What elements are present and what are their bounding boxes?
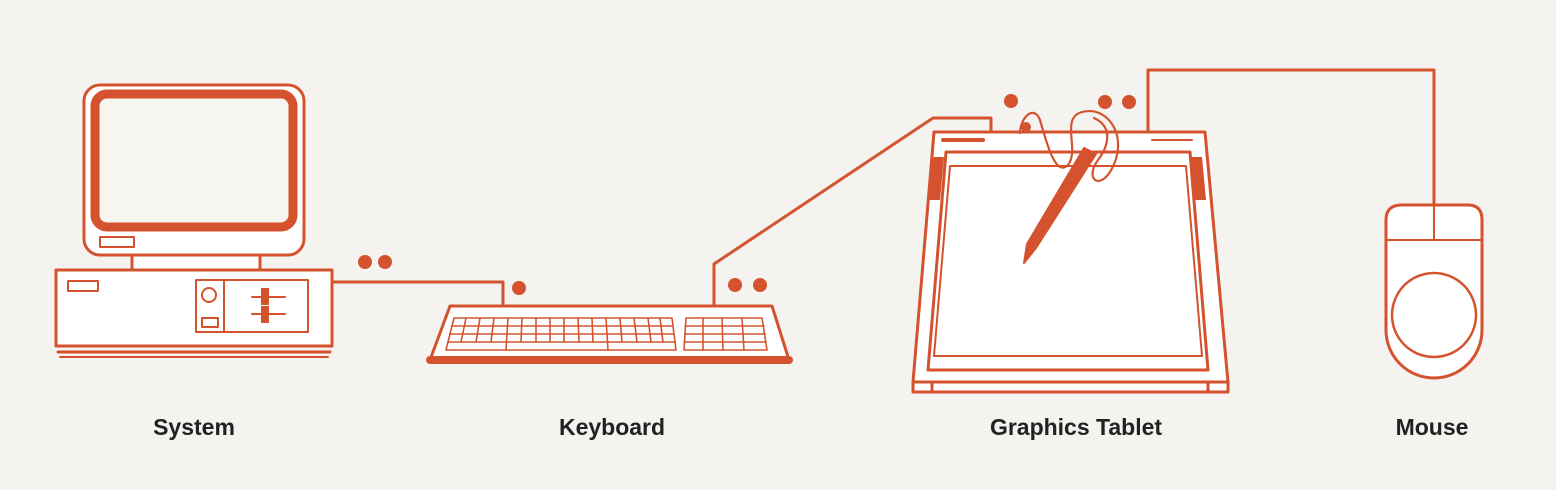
graphics-tablet-label: Graphics Tablet	[989, 414, 1163, 440]
system-label: System	[153, 414, 235, 440]
mouse-label: Mouse	[1395, 414, 1469, 440]
mouse-device	[1384, 203, 1484, 380]
connector-dots	[358, 94, 1136, 295]
power-knob	[201, 287, 217, 303]
front-panel	[195, 279, 309, 333]
keyboard-body	[428, 304, 791, 362]
stylus	[1023, 147, 1097, 264]
cable-system-keyboard	[330, 280, 505, 308]
cable-keyboard-tablet	[712, 116, 993, 308]
main-keys	[445, 317, 677, 351]
mouse-body	[1384, 203, 1484, 380]
numeric-keypad	[683, 317, 768, 351]
monitor-screen	[90, 89, 298, 232]
monitor-badge	[99, 236, 135, 248]
system-unit	[54, 268, 334, 348]
graphics-tablet-device	[911, 110, 1230, 394]
system-computer	[54, 83, 334, 358]
keyboard-label: Keyboard	[558, 414, 666, 440]
drive-slot-left	[67, 280, 99, 292]
cable-tablet-mouse	[1146, 68, 1436, 207]
stylus-cord	[1018, 110, 1120, 182]
keyboard-device	[426, 304, 793, 364]
tablet-active-area	[926, 150, 1210, 372]
mouse-ball	[1390, 271, 1478, 359]
